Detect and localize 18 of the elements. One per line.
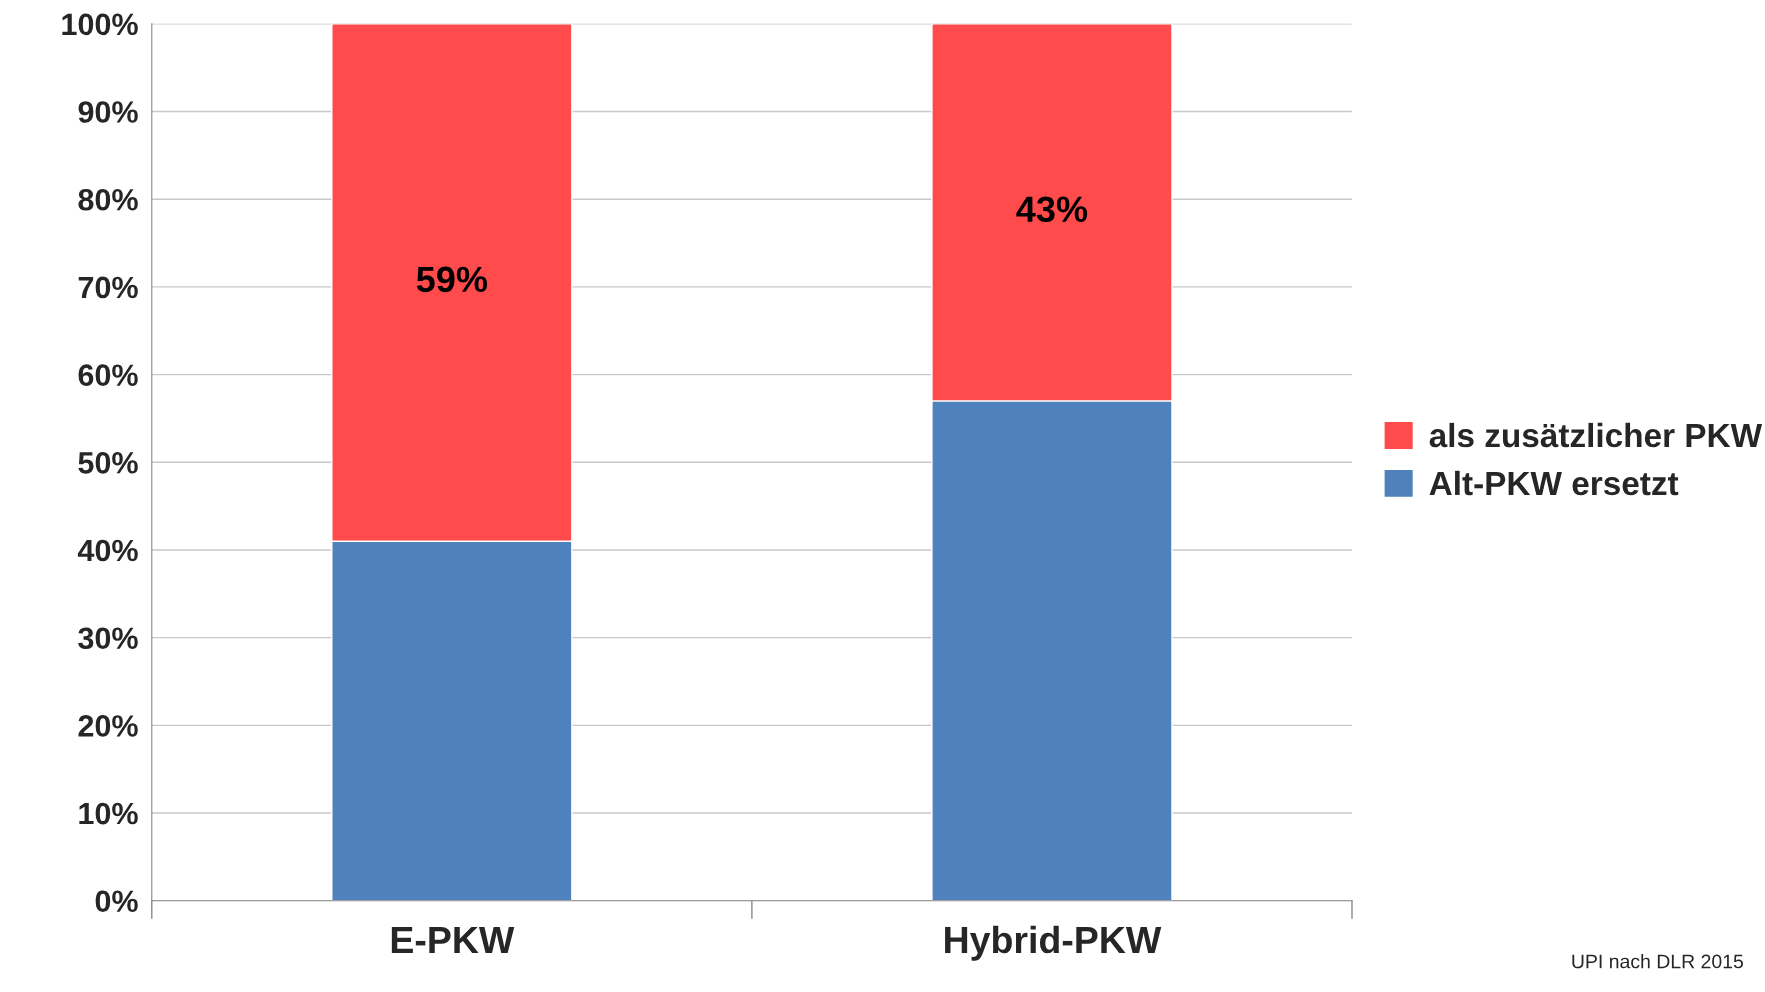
x-tick-label: E-PKW <box>391 927 515 953</box>
legend-label: als zusätzlicher PKW <box>1429 422 1763 448</box>
data-label: 59% <box>416 266 488 293</box>
y-tick-label: 20% <box>78 715 138 737</box>
y-tick-label: 0% <box>95 890 138 913</box>
y-tick-label: 30% <box>78 627 138 650</box>
y-tick-label: 80% <box>78 188 138 211</box>
y-tick-label: 60% <box>78 364 138 386</box>
data-label: 43% <box>1016 196 1088 223</box>
x-tick-label: Hybrid-PKW <box>945 925 1162 961</box>
y-tick-label: 50% <box>78 452 138 474</box>
y-tick-label: 100% <box>62 13 138 36</box>
y-tick-label: 90% <box>78 101 138 123</box>
y-tick-label: 40% <box>77 539 138 562</box>
text: UPI nach DLR 2015 <box>1572 954 1744 969</box>
y-tick-label: 70% <box>78 276 138 299</box>
y-tick-label: 10% <box>79 802 138 825</box>
legend-label: Alt-PKW ersetzt <box>1429 470 1679 496</box>
